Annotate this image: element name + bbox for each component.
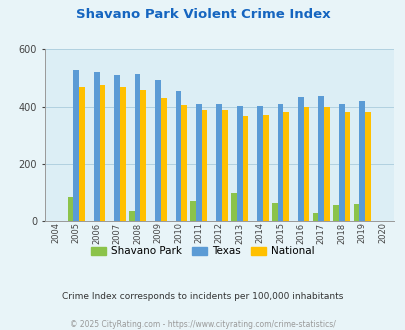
Bar — [324, 107, 329, 221]
Bar — [297, 97, 303, 221]
Bar — [303, 107, 309, 221]
Bar — [73, 70, 79, 221]
Text: © 2025 CityRating.com - https://www.cityrating.com/crime-statistics/: © 2025 CityRating.com - https://www.city… — [70, 320, 335, 329]
Bar — [344, 113, 350, 221]
Bar — [155, 80, 160, 221]
Bar — [175, 91, 181, 221]
Bar — [134, 74, 140, 221]
Bar — [283, 112, 288, 221]
Bar — [230, 192, 236, 221]
Bar — [79, 87, 85, 221]
Bar — [190, 201, 196, 221]
Bar — [196, 104, 201, 221]
Bar — [236, 106, 242, 221]
Bar — [277, 104, 283, 221]
Bar — [242, 116, 247, 221]
Bar — [358, 101, 364, 221]
Text: Crime Index corresponds to incidents per 100,000 inhabitants: Crime Index corresponds to incidents per… — [62, 292, 343, 301]
Bar — [222, 110, 227, 221]
Bar — [353, 204, 358, 221]
Bar — [160, 98, 166, 221]
Bar — [364, 113, 370, 221]
Bar — [271, 203, 277, 221]
Bar — [257, 106, 262, 221]
Bar — [216, 104, 222, 221]
Bar — [181, 105, 187, 221]
Bar — [140, 90, 146, 221]
Bar — [338, 104, 344, 221]
Bar — [94, 72, 99, 221]
Bar — [312, 213, 318, 221]
Text: Shavano Park Violent Crime Index: Shavano Park Violent Crime Index — [75, 8, 330, 21]
Bar — [129, 211, 134, 221]
Bar — [262, 115, 268, 221]
Bar — [99, 85, 105, 221]
Bar — [201, 110, 207, 221]
Bar — [333, 205, 338, 221]
Bar — [68, 197, 73, 221]
Bar — [114, 75, 120, 221]
Bar — [318, 96, 324, 221]
Bar — [120, 87, 126, 221]
Legend: Shavano Park, Texas, National: Shavano Park, Texas, National — [87, 242, 318, 260]
